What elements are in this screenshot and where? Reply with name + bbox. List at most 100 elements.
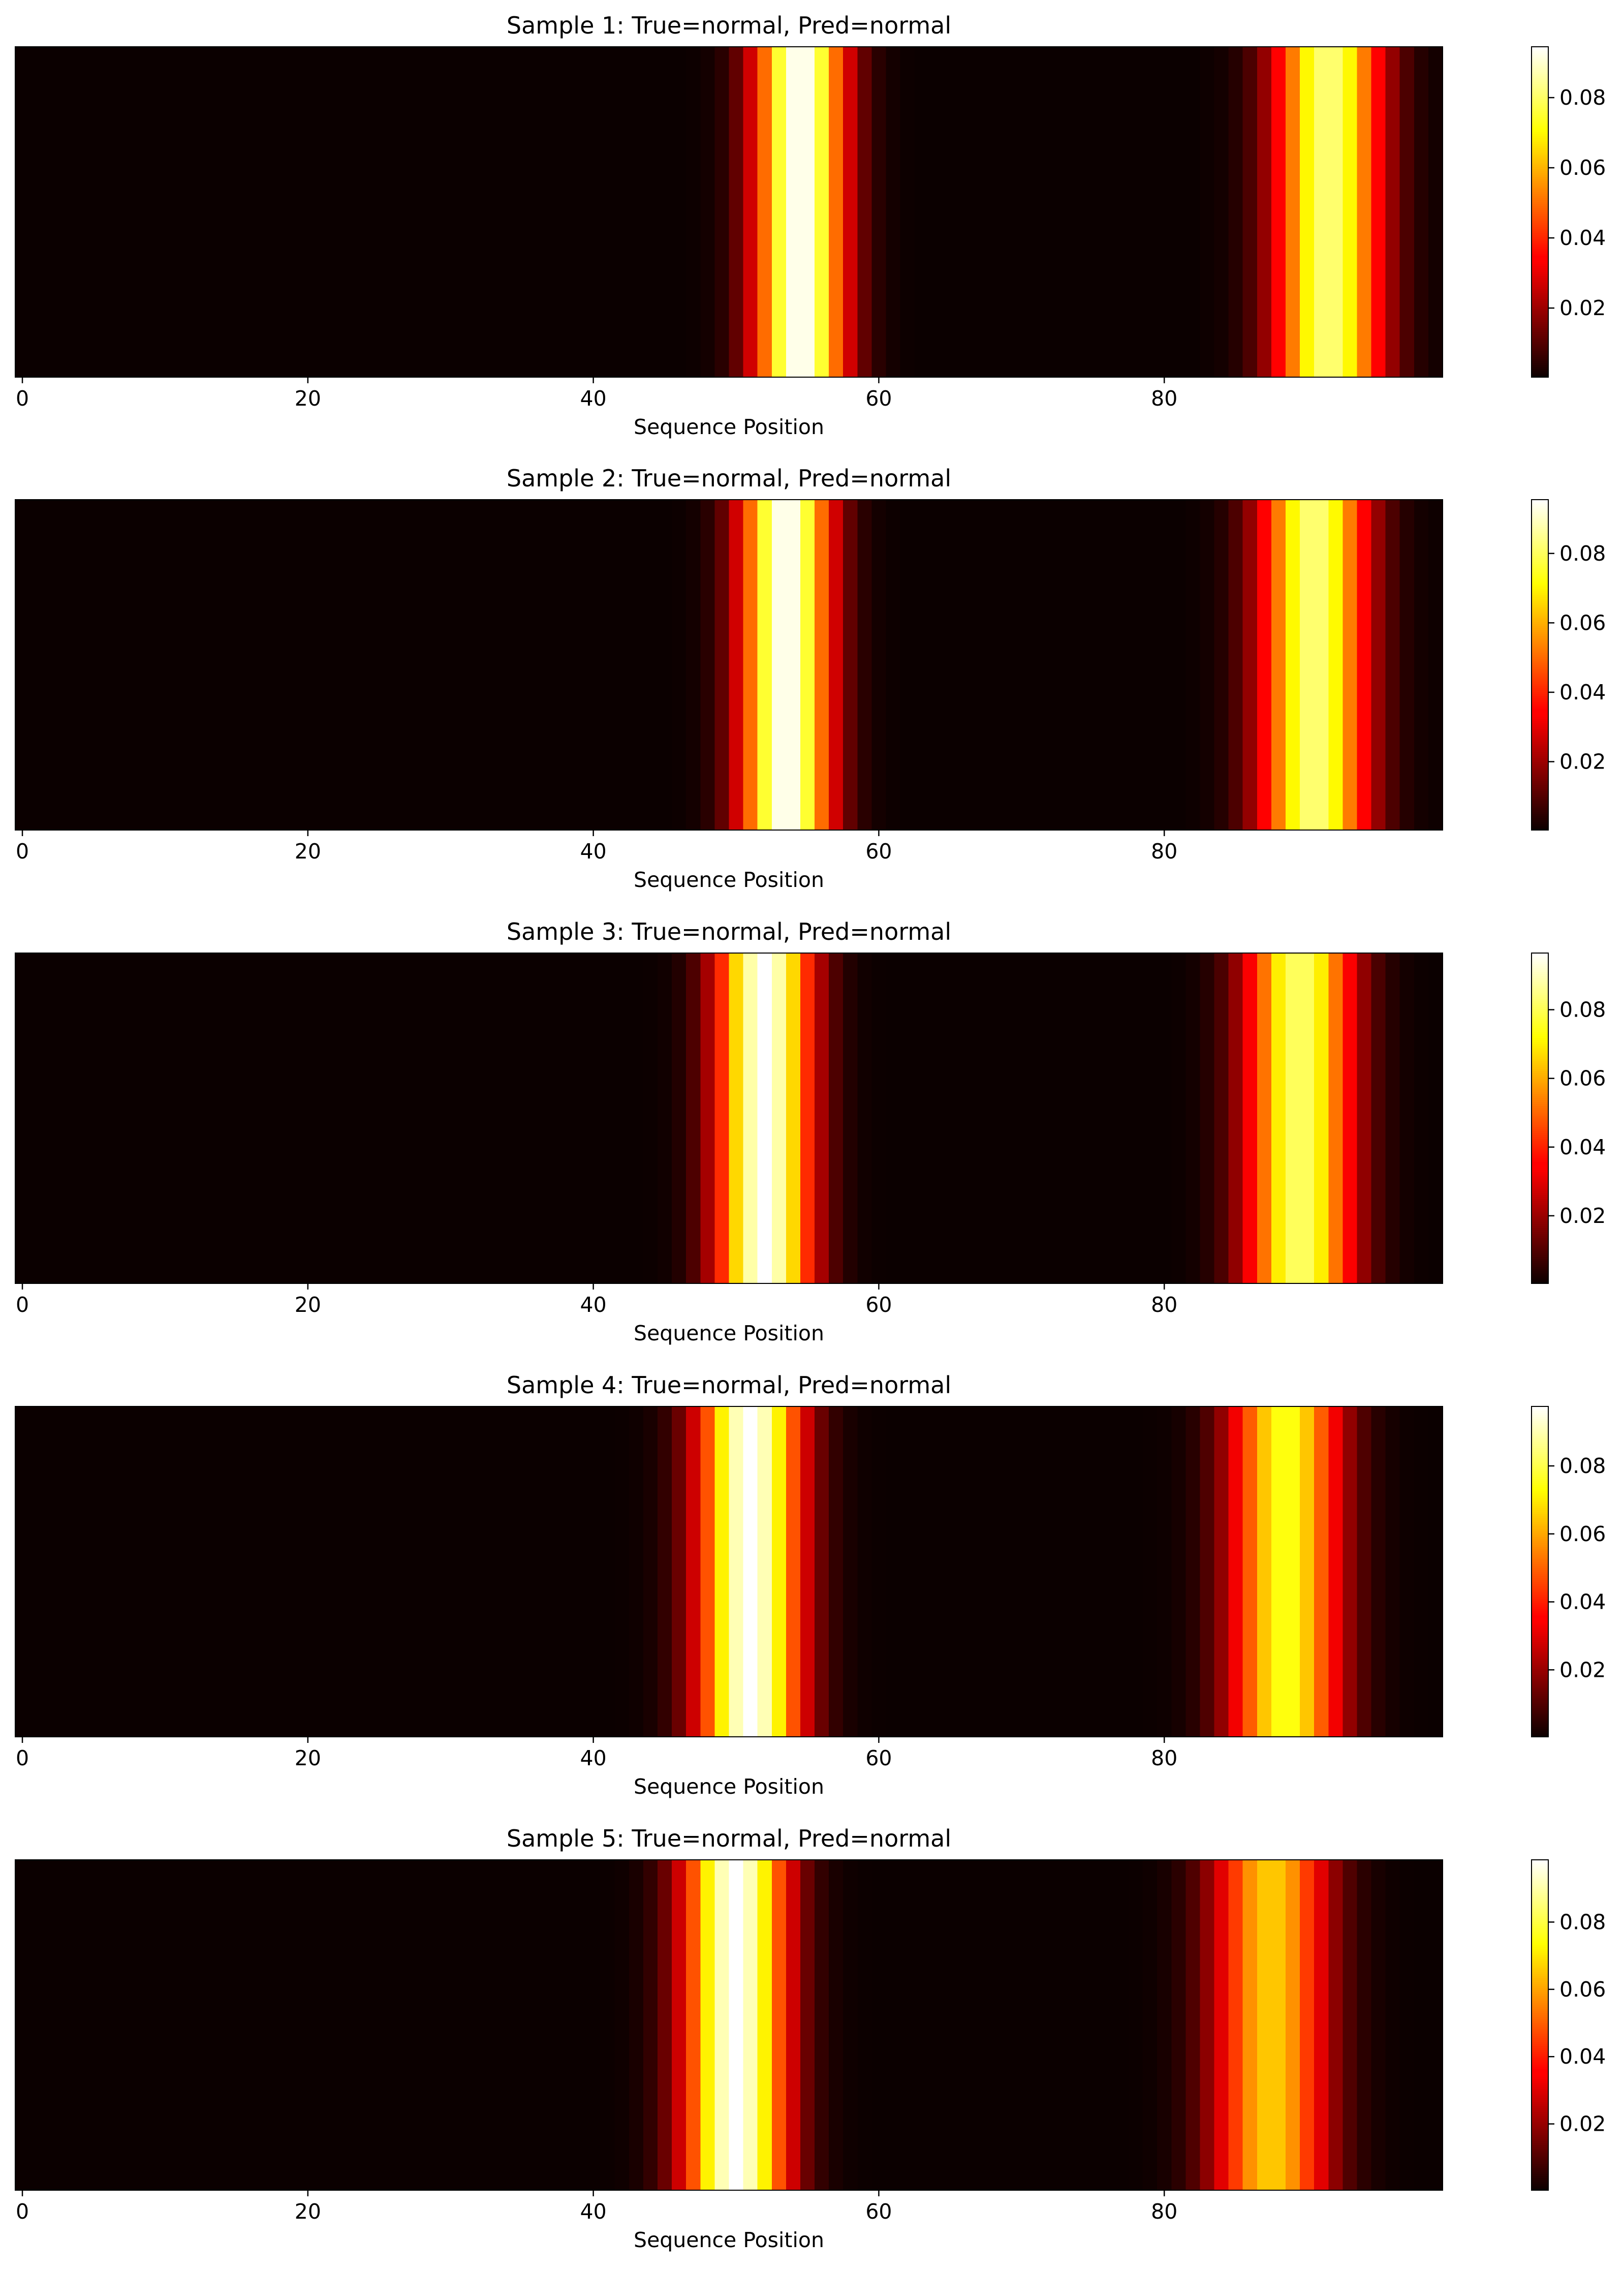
colorbar-step	[1532, 1712, 1548, 1714]
heatmap-cell	[729, 47, 744, 377]
heatmap-cell	[1071, 1860, 1086, 2190]
colorbar-step	[1532, 1095, 1548, 1098]
colorbar-step	[1532, 216, 1548, 219]
colorbar-step	[1532, 586, 1548, 589]
colorbar-step	[1532, 59, 1548, 62]
heatmap-cell	[1100, 953, 1115, 1283]
colorbar-step	[1532, 290, 1548, 293]
colorbar-step	[1532, 1039, 1548, 1042]
heatmap-cell	[914, 500, 929, 830]
colorbar-step	[1532, 1987, 1548, 1990]
colorbar-step	[1532, 150, 1548, 152]
colorbar-step	[1532, 280, 1548, 283]
heatmap-cell	[186, 500, 201, 830]
heatmap-cell	[586, 500, 601, 830]
colorbar-step	[1532, 609, 1548, 611]
colorbar-step	[1532, 582, 1548, 585]
colorbar-step	[1532, 1888, 1548, 1891]
colorbar-step	[1532, 1501, 1548, 1504]
colorbar-step	[1532, 172, 1548, 175]
colorbar-step	[1532, 1948, 1548, 1951]
colorbar-tick-label: 0.04	[1559, 226, 1606, 250]
heatmap-cell	[986, 953, 1001, 1283]
heatmap-cell	[1357, 1406, 1372, 1737]
x-tick-label: 60	[865, 2199, 892, 2224]
colorbar-step	[1532, 776, 1548, 779]
colorbar-step	[1532, 275, 1548, 279]
colorbar-step	[1532, 981, 1548, 985]
heatmap-cell	[800, 1860, 815, 2190]
colorbar-step	[1532, 671, 1548, 673]
colorbar-step	[1532, 559, 1548, 562]
colorbar-step	[1532, 1079, 1548, 1082]
colorbar-step	[1532, 1874, 1548, 1877]
colorbar-step	[1532, 1209, 1548, 1212]
colorbar-step	[1532, 992, 1548, 995]
colorbar-step	[1532, 1503, 1548, 1506]
colorbar-step	[1532, 1219, 1548, 1222]
colorbar-step	[1532, 1638, 1548, 1640]
heatmap-cell	[215, 1860, 230, 2190]
colorbar-step	[1532, 51, 1548, 53]
heatmap-cell	[272, 953, 287, 1283]
colorbar-step	[1532, 1110, 1548, 1113]
heatmap-cell	[372, 47, 387, 377]
heatmap-cell	[158, 953, 173, 1283]
colorbar-step	[1532, 2012, 1548, 2015]
heatmap-cell	[415, 953, 430, 1283]
heatmap-cell	[1214, 953, 1229, 1283]
colorbar-step	[1532, 667, 1548, 669]
heatmap-cell	[101, 1860, 116, 2190]
heatmap-cell	[400, 47, 416, 377]
heatmap-cell	[1085, 1860, 1101, 2190]
heatmap-cell	[515, 1860, 529, 2190]
colorbar-step	[1532, 1415, 1548, 1417]
colorbar-step	[1532, 1267, 1548, 1270]
heatmap-cell	[1328, 953, 1343, 1283]
axes-frame	[15, 1406, 1443, 1737]
colorbar-step	[1532, 1099, 1548, 1102]
heatmap-cell	[843, 1406, 858, 1737]
colorbar-step	[1532, 1408, 1548, 1411]
heatmap-cell	[286, 500, 301, 830]
colorbar-step	[1532, 1103, 1548, 1107]
colorbar-tick-label: 0.06	[1559, 610, 1606, 635]
heatmap-cell	[586, 1860, 601, 2190]
colorbar-step	[1532, 106, 1548, 109]
heatmap-cell	[857, 1860, 872, 2190]
heatmap-cell	[1242, 500, 1258, 830]
heatmap-cell	[1328, 47, 1343, 377]
colorbar-step	[1532, 1586, 1548, 1589]
colorbar-step	[1532, 1876, 1548, 1879]
heatmap-cell	[1271, 953, 1286, 1283]
colorbar-step	[1532, 1862, 1548, 1864]
heatmap-cell	[457, 1860, 473, 2190]
heatmap-cell	[343, 1406, 358, 1737]
colorbar-step	[1532, 504, 1548, 506]
heatmap-cell	[1300, 953, 1315, 1283]
colorbar-step	[1532, 1594, 1548, 1597]
colorbar-step	[1532, 724, 1548, 727]
colorbar-step	[1532, 988, 1548, 991]
heatmap-cell	[1428, 500, 1443, 830]
colorbar-step	[1532, 537, 1548, 539]
heatmap-cell	[201, 1860, 215, 2190]
heatmap-cell	[515, 47, 529, 377]
heatmap-cell	[386, 500, 401, 830]
colorbar-step	[1532, 346, 1548, 349]
colorbar-step	[1532, 755, 1548, 758]
x-tick-label: 20	[295, 386, 321, 411]
heatmap-cell	[1129, 953, 1143, 1283]
heatmap-cell	[1057, 47, 1072, 377]
heatmap-cell	[243, 1406, 259, 1737]
colorbar-step	[1532, 1642, 1548, 1644]
colorbar-step	[1532, 1087, 1548, 1090]
colorbar-step	[1532, 1234, 1548, 1237]
colorbar-step	[1532, 502, 1548, 504]
heatmap-cell	[1228, 1860, 1243, 2190]
colorbar-step	[1532, 687, 1548, 690]
colorbar-step	[1532, 1541, 1548, 1543]
colorbar-step	[1532, 749, 1548, 752]
heatmap-cell	[914, 47, 929, 377]
heatmap-cell	[15, 500, 30, 830]
